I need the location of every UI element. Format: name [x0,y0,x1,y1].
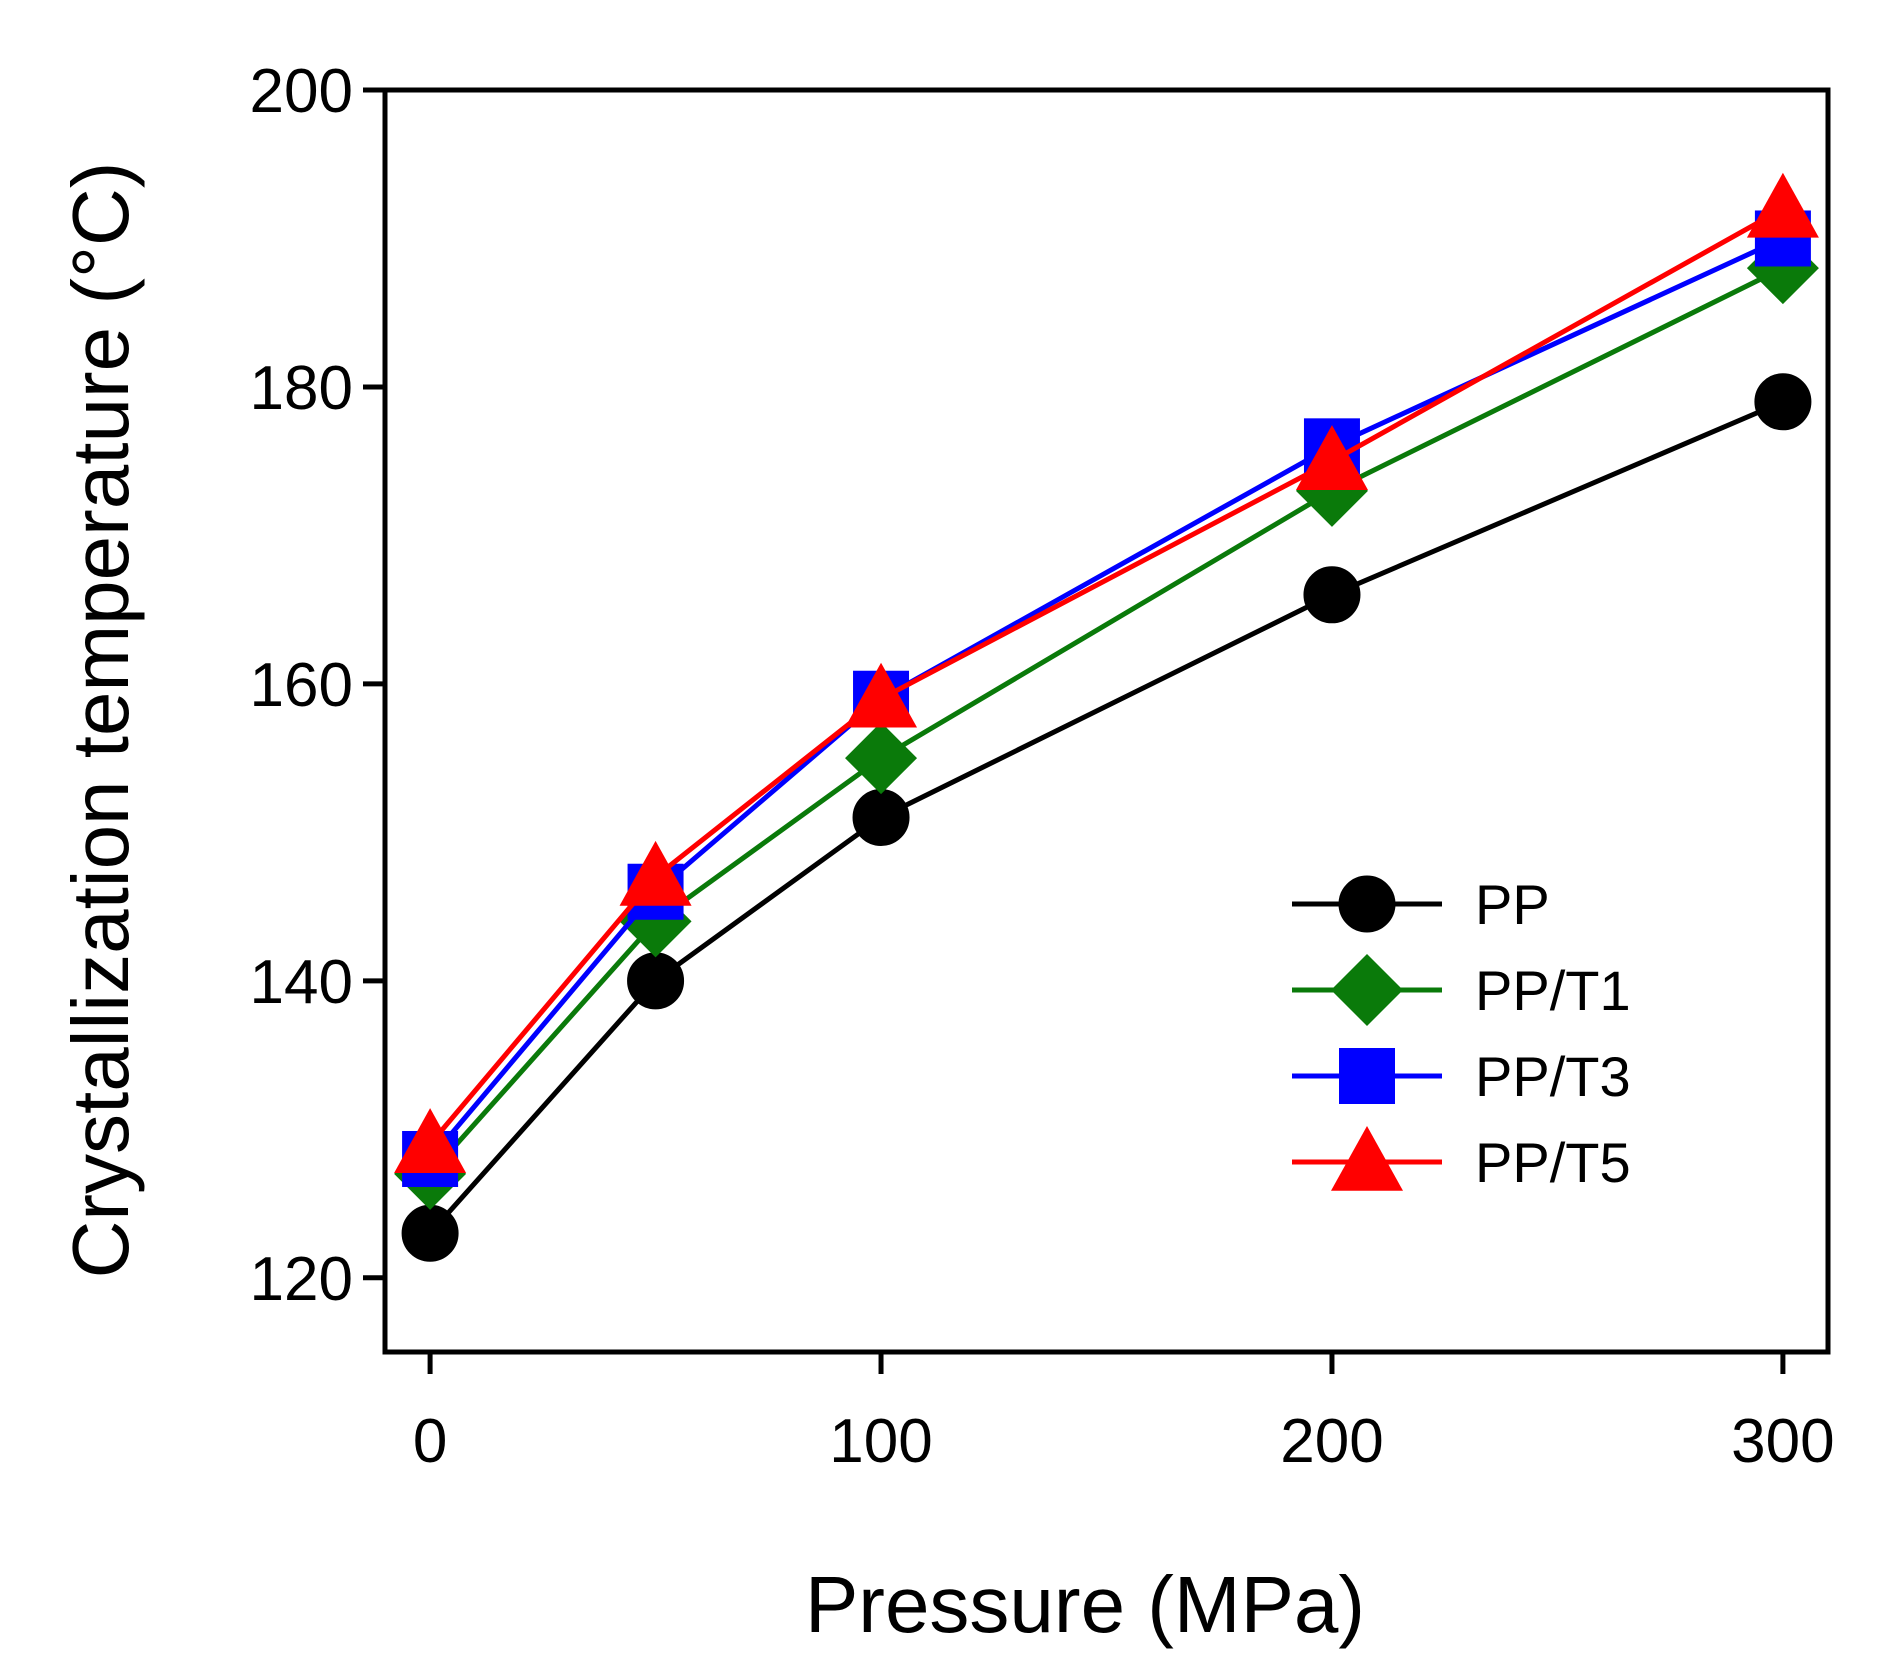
data-point-pp-t1 [845,722,918,795]
y-tick-label: 180 [250,354,353,423]
series-line-pp [428,399,1784,1235]
plot-frame [382,87,1831,1355]
legend-entry-pp: PP [1292,873,1550,936]
data-point-pp [1303,566,1361,624]
x-tick-label: 200 [1280,1407,1383,1476]
legend-label-pp-t1: PP/T1 [1475,959,1631,1022]
legend-marker-pp [1338,875,1396,933]
legend: PP PP/T1 PP/T3 PP/T5 [1292,873,1631,1194]
y-tick-label: 140 [250,948,353,1017]
legend-marker-pp-t1 [1331,954,1403,1026]
data-point-pp-t5 [1295,425,1368,490]
data-point-pp [1754,373,1812,431]
series-layer [394,172,1819,1262]
legend-marker-pp-t3 [1339,1048,1395,1104]
series-pp [401,373,1812,1262]
x-tick-label: 300 [1731,1407,1834,1476]
legend-label-pp: PP [1475,873,1550,936]
series-pp-t5 [394,172,1819,1173]
y-axis-title: Crystallization temperature (°C) [56,162,145,1279]
series-line-pp-t1 [428,265,1785,1176]
data-point-pp-t5 [1746,172,1819,238]
legend-entry-pp-t5: PP/T5 [1292,1126,1631,1194]
legend-label-pp-t5: PP/T5 [1475,1131,1631,1194]
y-tick-label: 120 [250,1245,353,1314]
data-point-pp-t5 [619,840,692,906]
y-tick-label: 200 [250,57,353,126]
data-point-pp-t5 [394,1108,467,1173]
data-point-pp-t5 [845,662,918,728]
y-axis: 120 140 160 180 200 [250,57,385,1314]
x-tick-label: 100 [829,1407,932,1476]
legend-marker-pp-t5 [1331,1126,1403,1191]
data-point-pp [627,952,685,1010]
data-point-pp [401,1204,459,1262]
plot-frame-layer [382,87,1831,1355]
data-point-pp [852,789,910,847]
legend-label-pp-t3: PP/T3 [1475,1045,1631,1108]
legend-entry-pp-t1: PP/T1 [1292,954,1631,1026]
y-tick-label: 160 [250,651,353,720]
x-axis-title: Pressure (MPa) [805,1560,1365,1649]
x-tick-label: 0 [413,1407,447,1476]
x-axis: 0 100 200 300 [413,1352,1835,1476]
legend-entry-pp-t3: PP/T3 [1292,1045,1631,1108]
